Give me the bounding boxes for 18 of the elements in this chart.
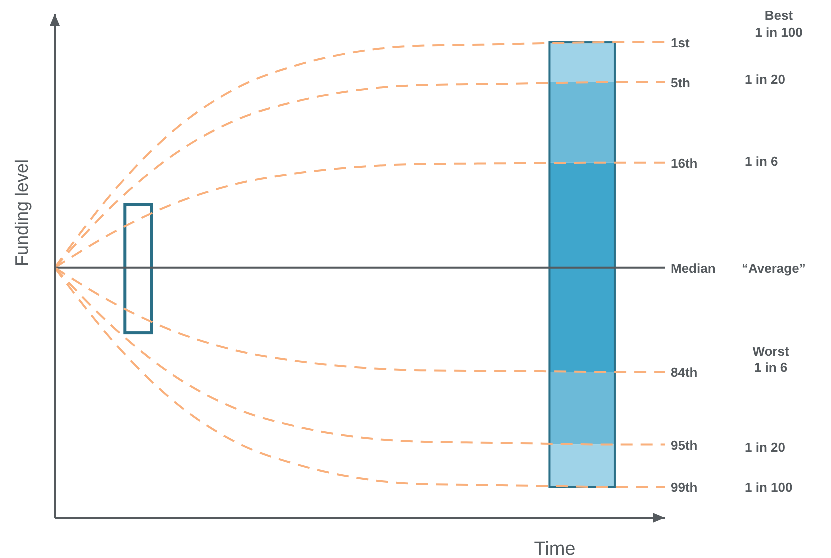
series-label: 1st — [671, 36, 690, 51]
series-label: 99th — [671, 480, 698, 496]
text: 1 in 6 — [754, 360, 788, 375]
x-axis-title: Time — [534, 539, 576, 558]
text: Worst — [752, 344, 790, 359]
series-label: 5th — [671, 75, 691, 90]
series-label: 84th — [671, 365, 698, 380]
series-label: 16th — [671, 156, 698, 171]
text: 1 in 100 — [755, 25, 803, 40]
text: “Average” — [742, 261, 806, 276]
text: 1 in 20 — [745, 72, 786, 87]
text: 1 in 100 — [745, 480, 793, 495]
series-label: Median — [671, 260, 716, 276]
text: 1 in 6 — [745, 154, 778, 169]
series-label: 95th — [671, 438, 698, 453]
text: 1 in 20 — [745, 440, 786, 455]
y-axis-title: Funding level — [12, 159, 32, 267]
text: Best — [764, 8, 794, 23]
